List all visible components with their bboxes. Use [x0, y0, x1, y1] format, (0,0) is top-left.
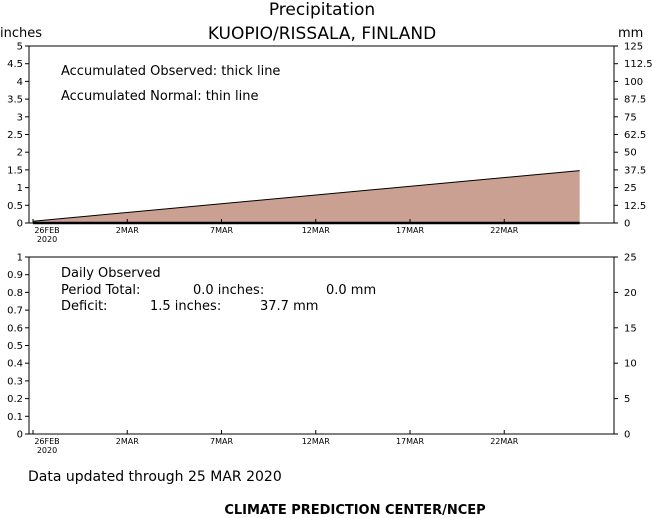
- y-tick-label-left: 1.5: [7, 165, 23, 176]
- y-tick-label-left: 0.5: [7, 201, 23, 212]
- x-tick-label: 2MAR: [116, 437, 139, 446]
- y-tick-label-left: 0.1: [7, 412, 23, 423]
- y-tick-label-right: 100: [624, 77, 643, 88]
- normal-line: [32, 170, 580, 222]
- y-tick-label-left: 0.8: [7, 288, 23, 299]
- y-tick-label-right: 87.5: [624, 95, 646, 106]
- y-tick-label-left: 1: [17, 183, 23, 194]
- y-tick-label-left: 4.5: [7, 59, 23, 70]
- deficit-inches: 1.5 inches:: [150, 299, 221, 314]
- x-tick-label: 17MAR: [396, 226, 425, 235]
- y-tick-label-left: 0.5: [7, 341, 23, 352]
- y-tick-label-left: 0.2: [7, 394, 23, 405]
- credit-line: CLIMATE PREDICTION CENTER/NCEP: [224, 503, 485, 518]
- legend-observed-note: Accumulated Observed: thick line: [61, 64, 280, 79]
- accumulated-panel: 00.511.522.533.544.55012.52537.55062.575…: [7, 42, 652, 245]
- y-tick-label-right: 10: [624, 359, 637, 370]
- chart-subtitle: KUOPIO/RISSALA, FINLAND: [208, 24, 436, 44]
- x-tick-label: 2MAR: [116, 226, 139, 235]
- period-total-inches: 0.0 inches:: [193, 283, 264, 298]
- y-tick-label-right: 25: [624, 253, 637, 264]
- y-tick-label-right: 50: [624, 148, 637, 159]
- x-year-label: 2020: [37, 235, 57, 244]
- y-tick-label-right: 0: [624, 430, 630, 441]
- y-tick-label-right: 75: [624, 112, 637, 123]
- y-tick-label-right: 112.5: [624, 59, 652, 70]
- y-tick-label-right: 37.5: [624, 165, 646, 176]
- y-tick-label-left: 0: [17, 430, 23, 441]
- deficit-label: Deficit:: [61, 299, 107, 314]
- y-tick-label-left: 0.9: [7, 270, 23, 281]
- y-tick-label-right: 12.5: [624, 201, 646, 212]
- y-tick-label-left: 0.4: [7, 359, 23, 370]
- y-tick-label-left: 0.7: [7, 306, 23, 317]
- y-tick-label-left: 2.5: [7, 130, 23, 141]
- data-updated-note: Data updated through 25 MAR 2020: [28, 469, 282, 485]
- x-tick-label: 26FEB: [34, 226, 59, 235]
- x-tick-label: 26FEB: [34, 437, 59, 446]
- accumulated-ticks: 00.511.522.533.544.55012.52537.55062.575…: [7, 42, 652, 245]
- daily-panel: 00.10.20.30.40.50.60.70.80.9105101520252…: [7, 253, 637, 456]
- y-tick-label-left: 3.5: [7, 95, 23, 106]
- y-tick-label-left: 4: [17, 77, 23, 88]
- y-tick-label-right: 15: [624, 323, 637, 334]
- y-tick-label-left: 3: [17, 112, 23, 123]
- y-tick-label-right: 125: [624, 42, 643, 53]
- y-tick-label-left: 0.6: [7, 323, 23, 334]
- chart-title: Precipitation: [269, 0, 375, 20]
- y-tick-label-left: 5: [17, 42, 23, 53]
- left-axis-unit-label: inches: [0, 26, 42, 41]
- x-tick-label: 17MAR: [396, 437, 425, 446]
- x-tick-label: 7MAR: [210, 226, 233, 235]
- y-tick-label-right: 0: [624, 219, 630, 230]
- accumulated-area-layer: [32, 170, 580, 225]
- y-tick-label-left: 0.3: [7, 376, 23, 387]
- y-tick-label-right: 62.5: [624, 130, 646, 141]
- period-total-label: Period Total:: [61, 283, 140, 298]
- daily-ticks: 00.10.20.30.40.50.60.70.80.9105101520252…: [7, 253, 637, 456]
- period-total-mm: 0.0 mm: [326, 283, 376, 298]
- x-tick-label: 22MAR: [490, 226, 519, 235]
- x-tick-label: 12MAR: [302, 437, 331, 446]
- right-axis-unit-label: mm: [618, 26, 643, 41]
- y-tick-label-right: 20: [624, 288, 637, 299]
- x-tick-label: 22MAR: [490, 437, 519, 446]
- y-tick-label-left: 0: [17, 219, 23, 230]
- y-tick-label-right: 25: [624, 183, 637, 194]
- x-tick-label: 7MAR: [210, 437, 233, 446]
- legend-normal-note: Accumulated Normal: thin line: [61, 89, 259, 104]
- y-tick-label-left: 1: [17, 253, 23, 264]
- y-tick-label-left: 2: [17, 148, 23, 159]
- x-tick-label: 12MAR: [302, 226, 331, 235]
- deficit-mm: 37.7 mm: [260, 299, 318, 314]
- y-tick-label-right: 5: [624, 394, 630, 405]
- x-year-label: 2020: [37, 446, 57, 455]
- daily-observed-heading: Daily Observed: [61, 266, 161, 281]
